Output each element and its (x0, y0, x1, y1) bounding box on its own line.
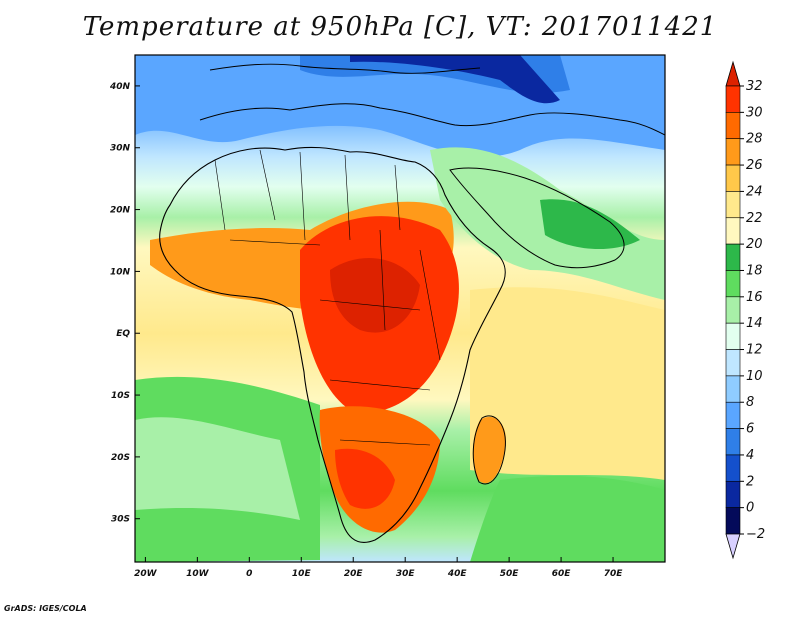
colorbar-label: 20 (746, 237, 763, 252)
lon-tick-label: 40E (447, 569, 468, 579)
lat-tick-label: 20N (110, 206, 131, 216)
lon-tick-label: 0 (246, 569, 252, 579)
south-indian-green (470, 475, 665, 562)
colorbar-label: 22 (746, 211, 763, 226)
colorbar-label: 6 (746, 422, 754, 437)
colorbar-label: 4 (746, 448, 754, 463)
colorbar-segment (725, 270, 741, 298)
colorbar-segment (725, 112, 741, 140)
lon-tick-label: 70E (604, 569, 624, 579)
grads-credit: GrADS: IGES/COLA (4, 604, 87, 613)
colorbar-label: 14 (746, 316, 763, 331)
lon-tick-label: 10W (186, 569, 210, 579)
madagascar-warm (472, 416, 506, 484)
lon-tick-label: 20E (344, 569, 364, 579)
colorbar-label: 26 (746, 158, 763, 173)
colorbar-segment (725, 217, 741, 245)
colorbar-segment (725, 243, 741, 271)
africa-coastline (159, 146, 506, 543)
lon-tick-label: 30E (396, 569, 416, 579)
lat-tick-label: EQ (116, 329, 130, 339)
longitude-axis: 20W 10W 0 10E 20E 30E 40E 50E 60E 70E (134, 557, 623, 579)
indian-ocean-warm (470, 287, 665, 480)
country-borders (214, 149, 441, 446)
madagascar-coastline (472, 415, 506, 485)
latitude-axis: 40N 30N 20N 10N EQ 10S 20S 30S (109, 82, 140, 525)
south-africa-hottest (335, 448, 395, 509)
colorbar-label: 12 (746, 343, 763, 358)
colorbar-segment (725, 322, 741, 350)
map-title: Temperature at 950hPa [C], VT: 201701142… (82, 12, 718, 42)
lat-tick-label: 10N (110, 267, 131, 277)
mediterranean-coastline (199, 103, 665, 136)
lon-tick-label: 60E (552, 569, 572, 579)
colorbar-label: 10 (746, 369, 763, 384)
lat-tick-label: 10S (111, 391, 130, 401)
colorbar-over-arrow (725, 60, 741, 87)
lon-tick-label: 10E (292, 569, 312, 579)
plot-frame (134, 54, 666, 563)
colorbar-segment (725, 401, 741, 429)
colorbar-label: −2 (746, 527, 765, 542)
lat-tick-label: 30S (111, 515, 130, 525)
colorbar-segment (725, 296, 741, 324)
colorbar-label: 24 (746, 184, 763, 199)
colorbar-label: 8 (746, 395, 754, 410)
colorbar-label: 30 (746, 105, 763, 120)
colorbar-label: 28 (746, 132, 763, 147)
central-hottest (330, 258, 420, 333)
colorbar-label: 18 (746, 263, 763, 278)
colorbar-segment (725, 138, 741, 166)
colorbar-segment (725, 85, 741, 113)
colorbar-segment (725, 428, 741, 456)
europe-coastline (209, 63, 481, 74)
colorbar-label: 16 (746, 290, 763, 305)
lat-tick-label: 40N (109, 82, 131, 92)
colorbar-segment (725, 454, 741, 482)
lon-tick-label: 20W (134, 569, 158, 579)
colorbar-segment (725, 191, 741, 219)
south-atlantic-light (135, 417, 300, 520)
arabian-sea-green (540, 199, 640, 250)
colorbar-segment (725, 480, 741, 508)
lat-tick-label: 30N (110, 144, 131, 154)
colorbar-label: 32 (746, 79, 763, 94)
colorbar-segment (725, 164, 741, 192)
colorbar-segment (725, 375, 741, 403)
lon-tick-label: 50E (500, 569, 520, 579)
colorbar-under-arrow (725, 533, 741, 560)
arabia-coastline (449, 167, 625, 269)
north-coldest-band (350, 55, 560, 104)
colorbar-label: 2 (746, 474, 754, 489)
colorbar-segment (725, 507, 741, 535)
lat-tick-label: 20S (111, 453, 130, 463)
colorbar-segment (725, 349, 741, 377)
colorbar-label: 0 (746, 501, 754, 516)
temperature-field (135, 55, 665, 562)
